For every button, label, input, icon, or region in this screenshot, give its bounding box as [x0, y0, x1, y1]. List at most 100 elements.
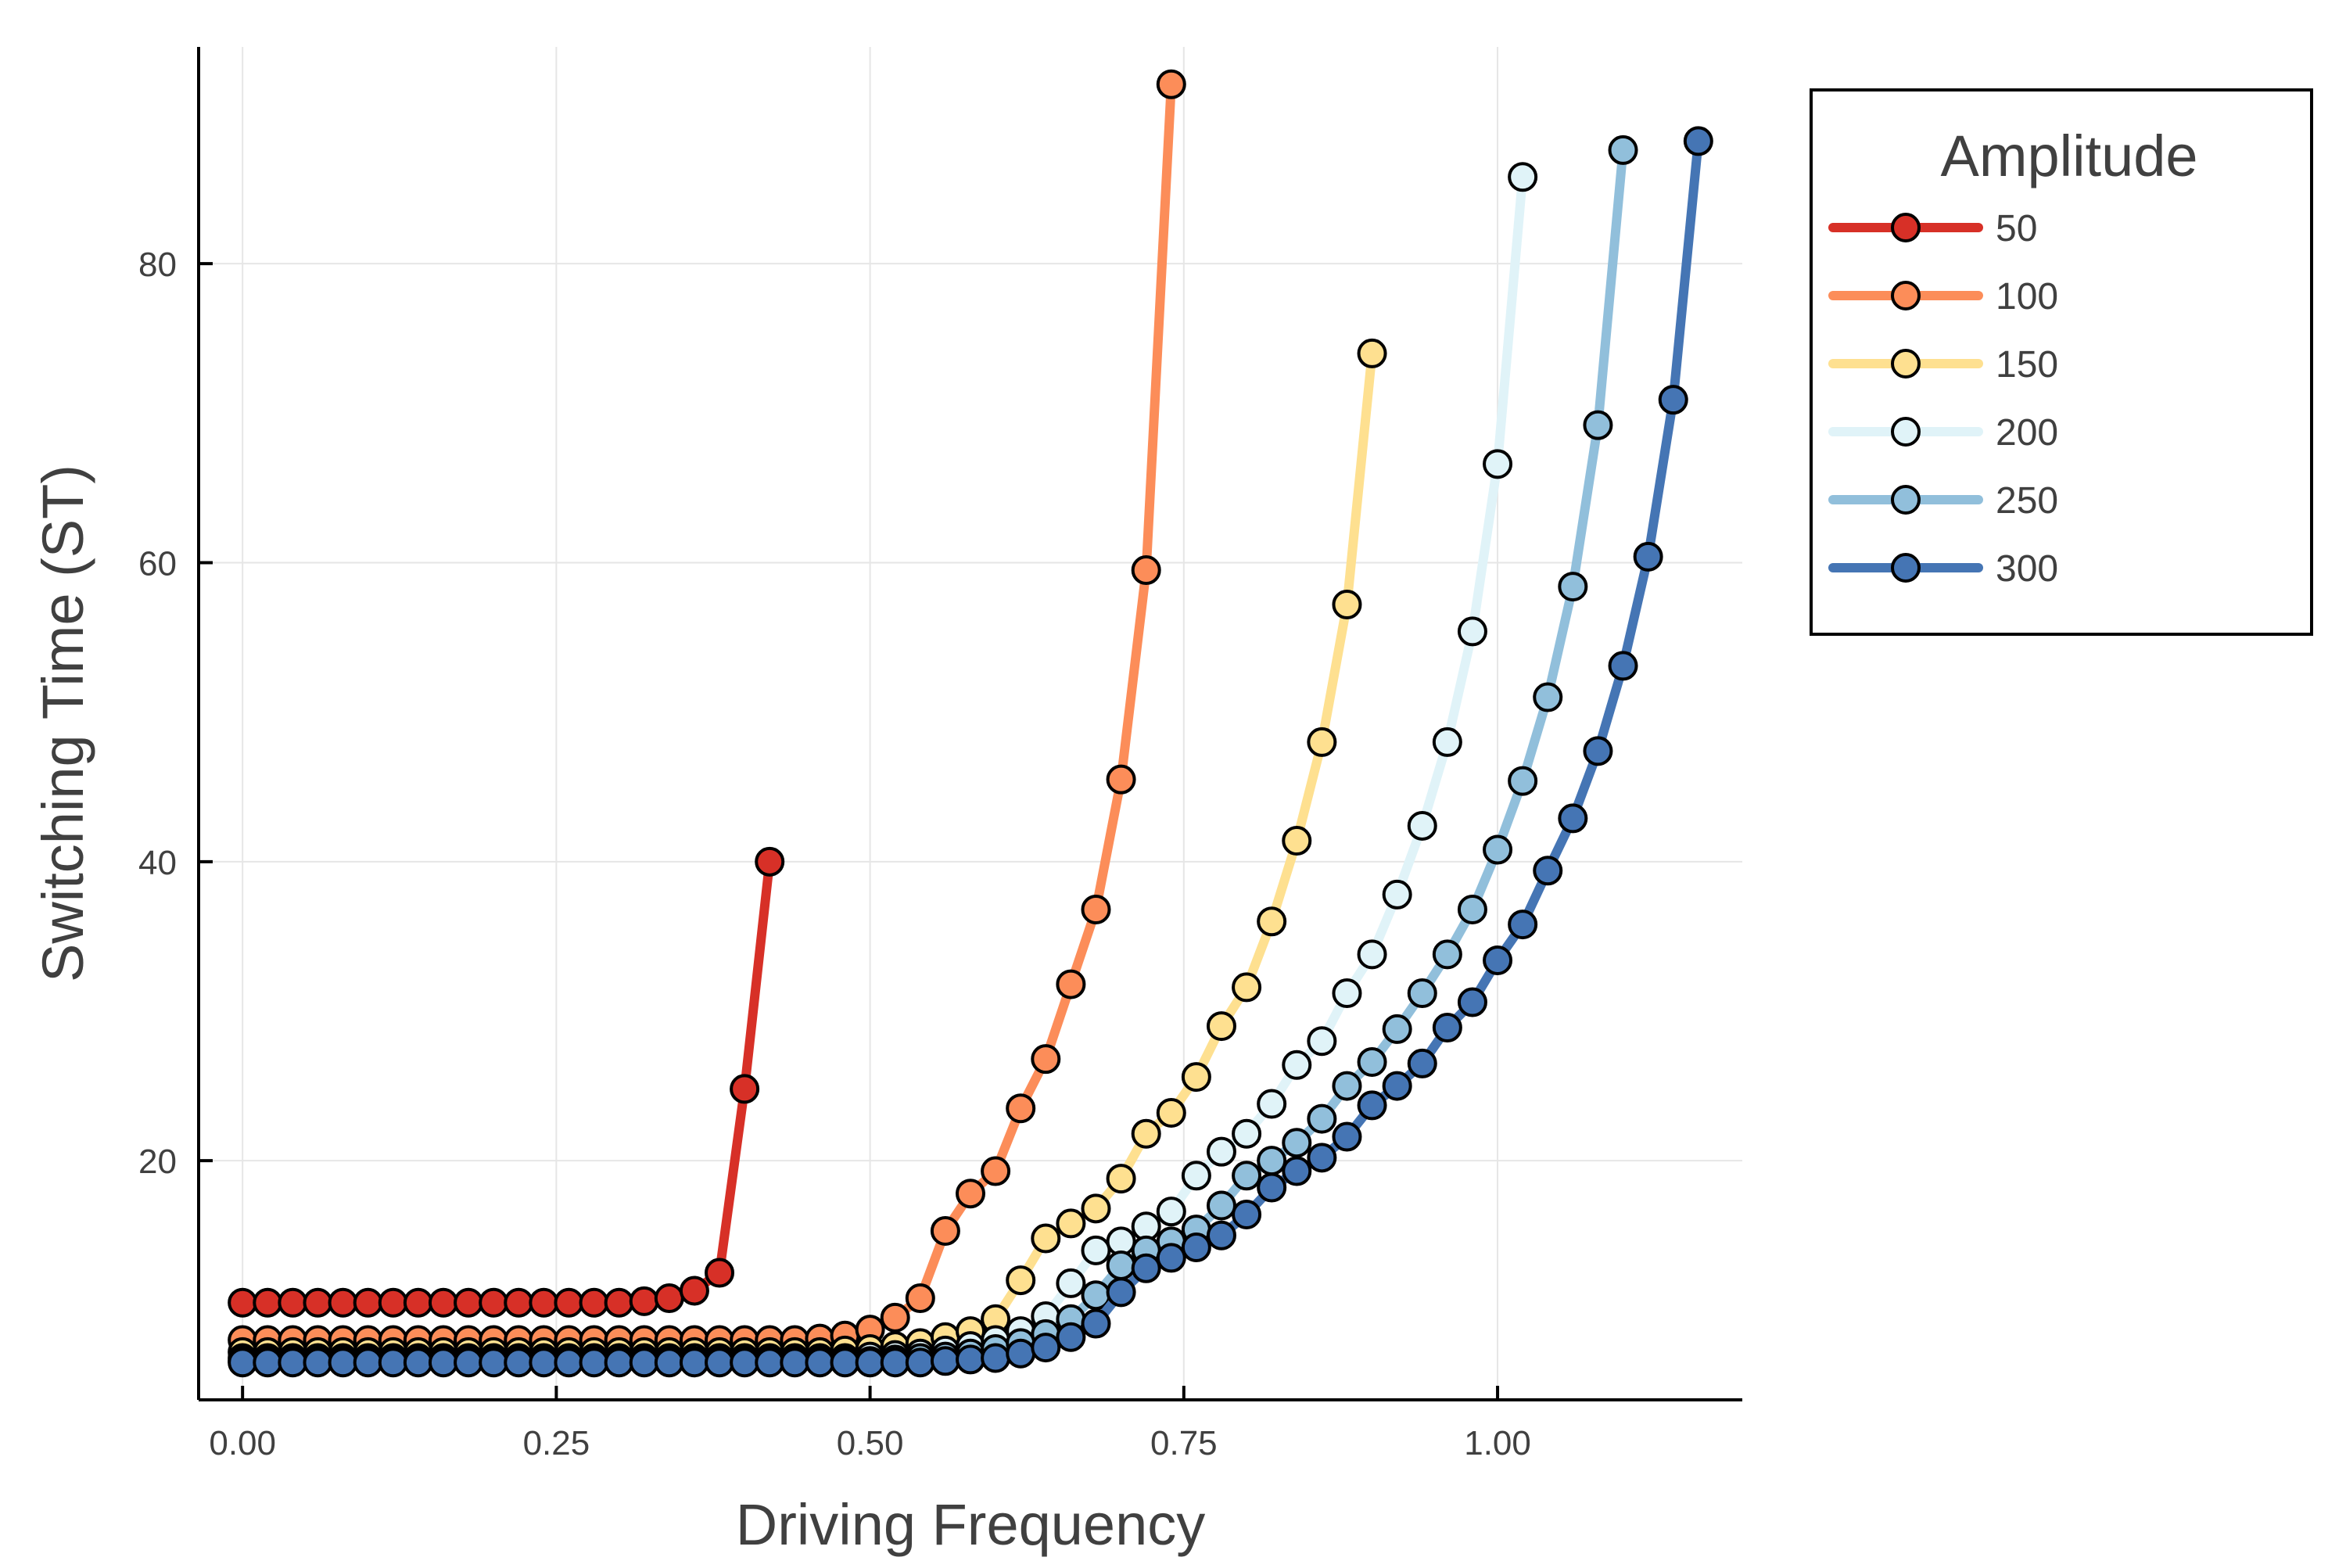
- data-point: [1131, 1253, 1161, 1283]
- data-point: [1307, 1103, 1337, 1134]
- data-point: [1407, 978, 1437, 1009]
- data-point: [1608, 651, 1638, 681]
- data-point: [479, 1347, 509, 1378]
- data-point: [1282, 1128, 1312, 1158]
- data-point: [1357, 338, 1387, 368]
- data-point: [1257, 906, 1287, 937]
- data-point: [654, 1283, 684, 1314]
- data-point: [1056, 1322, 1086, 1352]
- data-point: [328, 1347, 358, 1378]
- data-point: [1031, 1044, 1061, 1075]
- data-point: [1307, 1026, 1337, 1057]
- data-point: [654, 1347, 684, 1378]
- data-point: [1031, 1333, 1061, 1363]
- data-point: [1558, 803, 1588, 834]
- data-point: [1508, 162, 1538, 192]
- x-tick-label: 0.50: [837, 1424, 904, 1462]
- data-point: [679, 1347, 709, 1378]
- data-point: [1608, 135, 1638, 165]
- data-point: [428, 1347, 458, 1378]
- data-point: [1131, 555, 1161, 586]
- data-point: [1382, 1071, 1412, 1101]
- data-point: [1232, 972, 1262, 1003]
- legend-label: 100: [1996, 276, 2058, 318]
- legend-entry: 50: [1828, 208, 2037, 249]
- data-point: [1583, 736, 1613, 766]
- data-point: [454, 1347, 484, 1378]
- y-tick-label: 60: [138, 545, 177, 583]
- data-point: [1282, 1156, 1312, 1186]
- data-point: [278, 1287, 308, 1318]
- data-point: [1533, 682, 1563, 712]
- data-point: [1508, 766, 1538, 796]
- data-point: [1432, 727, 1462, 757]
- data-point: [705, 1258, 735, 1288]
- data-point: [529, 1347, 559, 1378]
- data-point: [1181, 1233, 1211, 1263]
- data-point: [930, 1346, 960, 1376]
- data-point: [554, 1287, 584, 1318]
- plot-series: [228, 69, 1713, 1378]
- data-point: [479, 1287, 509, 1318]
- data-point: [1282, 826, 1312, 856]
- data-point: [1257, 1089, 1287, 1119]
- data-point: [830, 1347, 860, 1378]
- data-point: [1457, 616, 1487, 647]
- data-point: [1056, 969, 1086, 999]
- data-point: [1508, 910, 1538, 940]
- legend-marker: [1891, 213, 1921, 242]
- x-axis-title: Driving Frequency: [736, 1492, 1205, 1557]
- data-point: [629, 1286, 659, 1316]
- data-point: [1156, 1097, 1186, 1128]
- data-point: [1081, 894, 1111, 924]
- data-point: [780, 1347, 810, 1378]
- data-point: [253, 1287, 283, 1318]
- data-point: [1232, 1118, 1262, 1149]
- data-point: [604, 1347, 634, 1378]
- data-point: [1106, 1277, 1136, 1308]
- data-point: [1432, 1013, 1462, 1043]
- data-point: [1056, 1208, 1086, 1239]
- data-point: [1483, 449, 1513, 479]
- axes: 0.00 0.25 0.50 0.75 1.00 20 40 60 80: [138, 47, 1742, 1462]
- data-point: [1232, 1199, 1262, 1229]
- data-point: [1106, 1250, 1136, 1280]
- data-point: [504, 1347, 534, 1378]
- data-point: [1332, 978, 1362, 1009]
- data-point: [981, 1343, 1011, 1373]
- data-point: [755, 1347, 785, 1378]
- data-point: [1156, 1243, 1186, 1273]
- data-point: [1332, 1071, 1362, 1101]
- legend-label: 200: [1996, 412, 2058, 454]
- data-point: [1181, 1161, 1211, 1191]
- data-point: [1206, 1011, 1236, 1042]
- data-point: [1156, 69, 1186, 99]
- data-point: [855, 1347, 885, 1378]
- data-point: [1006, 1093, 1036, 1124]
- data-point: [679, 1276, 709, 1306]
- legend-marker: [1891, 485, 1921, 515]
- data-point: [1081, 1193, 1111, 1224]
- data-point: [378, 1287, 408, 1318]
- data-point: [554, 1347, 584, 1378]
- data-point: [454, 1287, 484, 1318]
- data-point: [1558, 572, 1588, 602]
- data-point: [228, 1347, 258, 1378]
- data-point: [1006, 1265, 1036, 1296]
- data-point: [604, 1287, 634, 1318]
- data-point: [755, 846, 785, 877]
- y-tick-label: 20: [138, 1143, 177, 1181]
- x-tick-label: 0.25: [523, 1424, 590, 1462]
- data-point: [403, 1347, 433, 1378]
- legend-label: 300: [1996, 548, 2058, 590]
- data-point: [1181, 1062, 1211, 1093]
- legend-marker: [1891, 553, 1921, 583]
- data-point: [378, 1347, 408, 1378]
- data-point: [1106, 764, 1136, 795]
- data-point: [629, 1347, 659, 1378]
- series-50: [228, 846, 785, 1318]
- legend-title: Amplitude: [1940, 124, 2197, 188]
- legend-label: 50: [1996, 208, 2037, 249]
- data-point: [1407, 1048, 1437, 1078]
